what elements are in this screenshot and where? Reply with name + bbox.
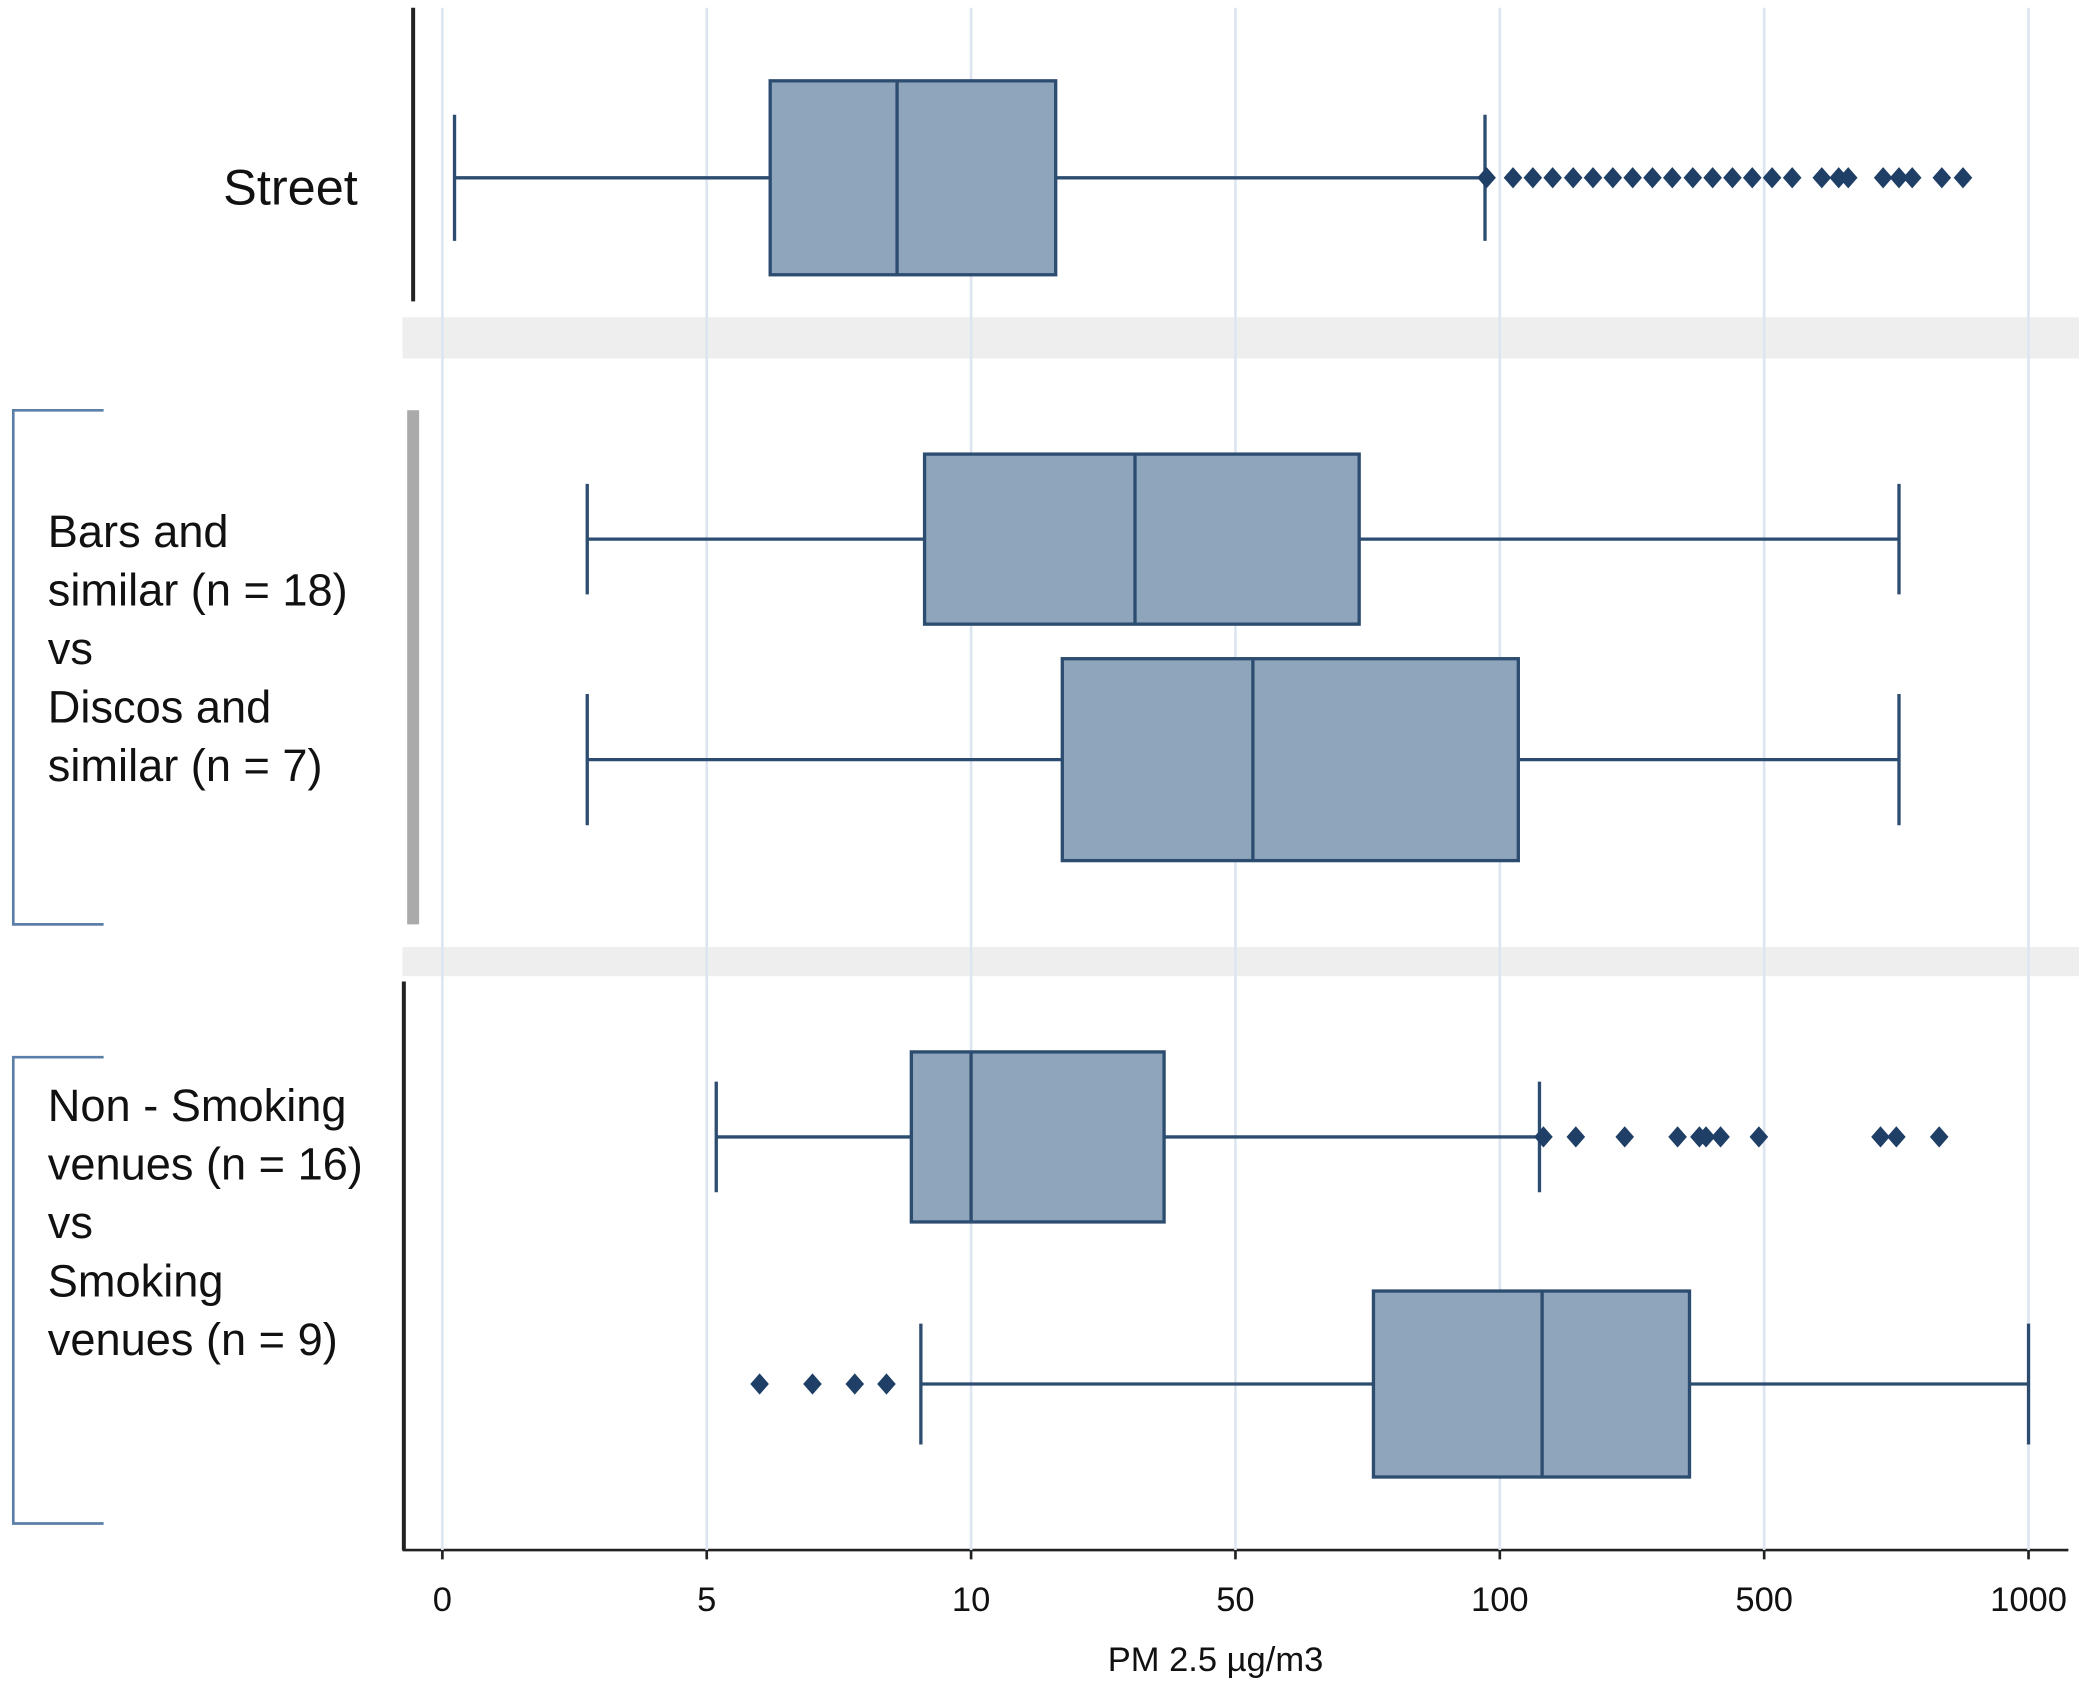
group-label: Non - Smoking xyxy=(48,1080,347,1131)
outlier xyxy=(1953,167,1973,189)
outlier xyxy=(1703,167,1722,189)
group-label: similar (n = 7) xyxy=(48,740,323,791)
box xyxy=(1060,657,1520,863)
outlier xyxy=(1668,1126,1687,1148)
x-tick-label: 1000 xyxy=(1990,1581,2067,1619)
outlier xyxy=(1603,167,1623,189)
outlier xyxy=(1873,167,1893,189)
outlier xyxy=(1762,167,1782,189)
group-label: Bars and xyxy=(48,506,229,557)
separator xyxy=(402,946,2080,977)
outlier xyxy=(1615,1126,1635,1148)
outlier xyxy=(1812,167,1832,189)
outlier xyxy=(1902,167,1922,189)
outlier xyxy=(1887,1126,1906,1148)
outlier xyxy=(1503,167,1523,189)
outlier xyxy=(1623,167,1642,189)
outlier xyxy=(1683,167,1703,189)
group-bracket xyxy=(11,1055,104,1525)
outlier xyxy=(1782,167,1802,189)
outlier xyxy=(1583,167,1603,189)
outlier xyxy=(877,1373,896,1395)
separator xyxy=(402,317,2080,359)
outlier xyxy=(1889,167,1909,189)
x-tick-label: 5 xyxy=(697,1581,716,1619)
group-label: Discos and xyxy=(48,681,271,732)
x-tick-label: 100 xyxy=(1471,1581,1529,1619)
outlier xyxy=(1534,1126,1553,1148)
group-label: similar (n = 18) xyxy=(48,565,348,616)
outlier xyxy=(1871,1126,1890,1148)
x-axis-title: PM 2.5 µg/m3 xyxy=(1108,1641,1324,1679)
outlier xyxy=(803,1373,822,1395)
outlier xyxy=(1523,167,1543,189)
outlier xyxy=(1696,1126,1716,1148)
box xyxy=(922,452,1361,626)
outlier xyxy=(1723,167,1742,189)
group-label: vs xyxy=(48,1197,93,1248)
group-bracket xyxy=(11,408,104,926)
outlier xyxy=(1711,1126,1730,1148)
outlier xyxy=(1543,167,1562,189)
group-label: Smoking xyxy=(48,1255,224,1306)
outlier xyxy=(1829,167,1849,189)
outlier xyxy=(1643,167,1662,189)
outlier xyxy=(1932,167,1952,189)
x-tick-label: 50 xyxy=(1216,1581,1254,1619)
box xyxy=(1371,1289,1692,1479)
outlier xyxy=(1663,167,1682,189)
group-label: vs xyxy=(48,623,93,674)
x-tick-label: 10 xyxy=(952,1581,990,1619)
box xyxy=(768,79,1058,277)
outlier xyxy=(1563,167,1583,189)
outlier xyxy=(845,1373,865,1395)
group-label: venues (n = 9) xyxy=(48,1314,338,1365)
box xyxy=(909,1050,1166,1224)
outlier xyxy=(1838,167,1858,189)
x-tick-label: 0 xyxy=(433,1581,452,1619)
group-label: venues (n = 16) xyxy=(48,1138,363,1189)
group-label: Street xyxy=(223,158,358,215)
x-tick-label: 500 xyxy=(1735,1581,1793,1619)
outlier xyxy=(1742,167,1762,189)
outlier xyxy=(1749,1126,1769,1148)
outlier xyxy=(1566,1126,1586,1148)
outlier xyxy=(1477,167,1496,189)
outlier xyxy=(1929,1126,1949,1148)
outlier xyxy=(750,1373,769,1395)
